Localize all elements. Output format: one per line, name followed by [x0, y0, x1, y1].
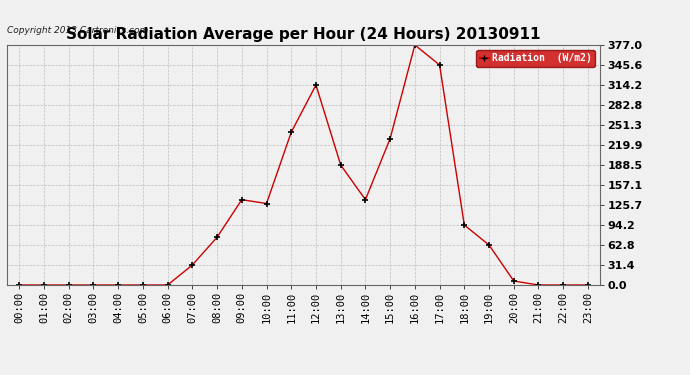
Legend: Radiation  (W/m2): Radiation (W/m2)	[476, 50, 595, 67]
Title: Solar Radiation Average per Hour (24 Hours) 20130911: Solar Radiation Average per Hour (24 Hou…	[66, 27, 541, 42]
Text: Copyright 2013 Cartronics.com: Copyright 2013 Cartronics.com	[7, 26, 148, 35]
